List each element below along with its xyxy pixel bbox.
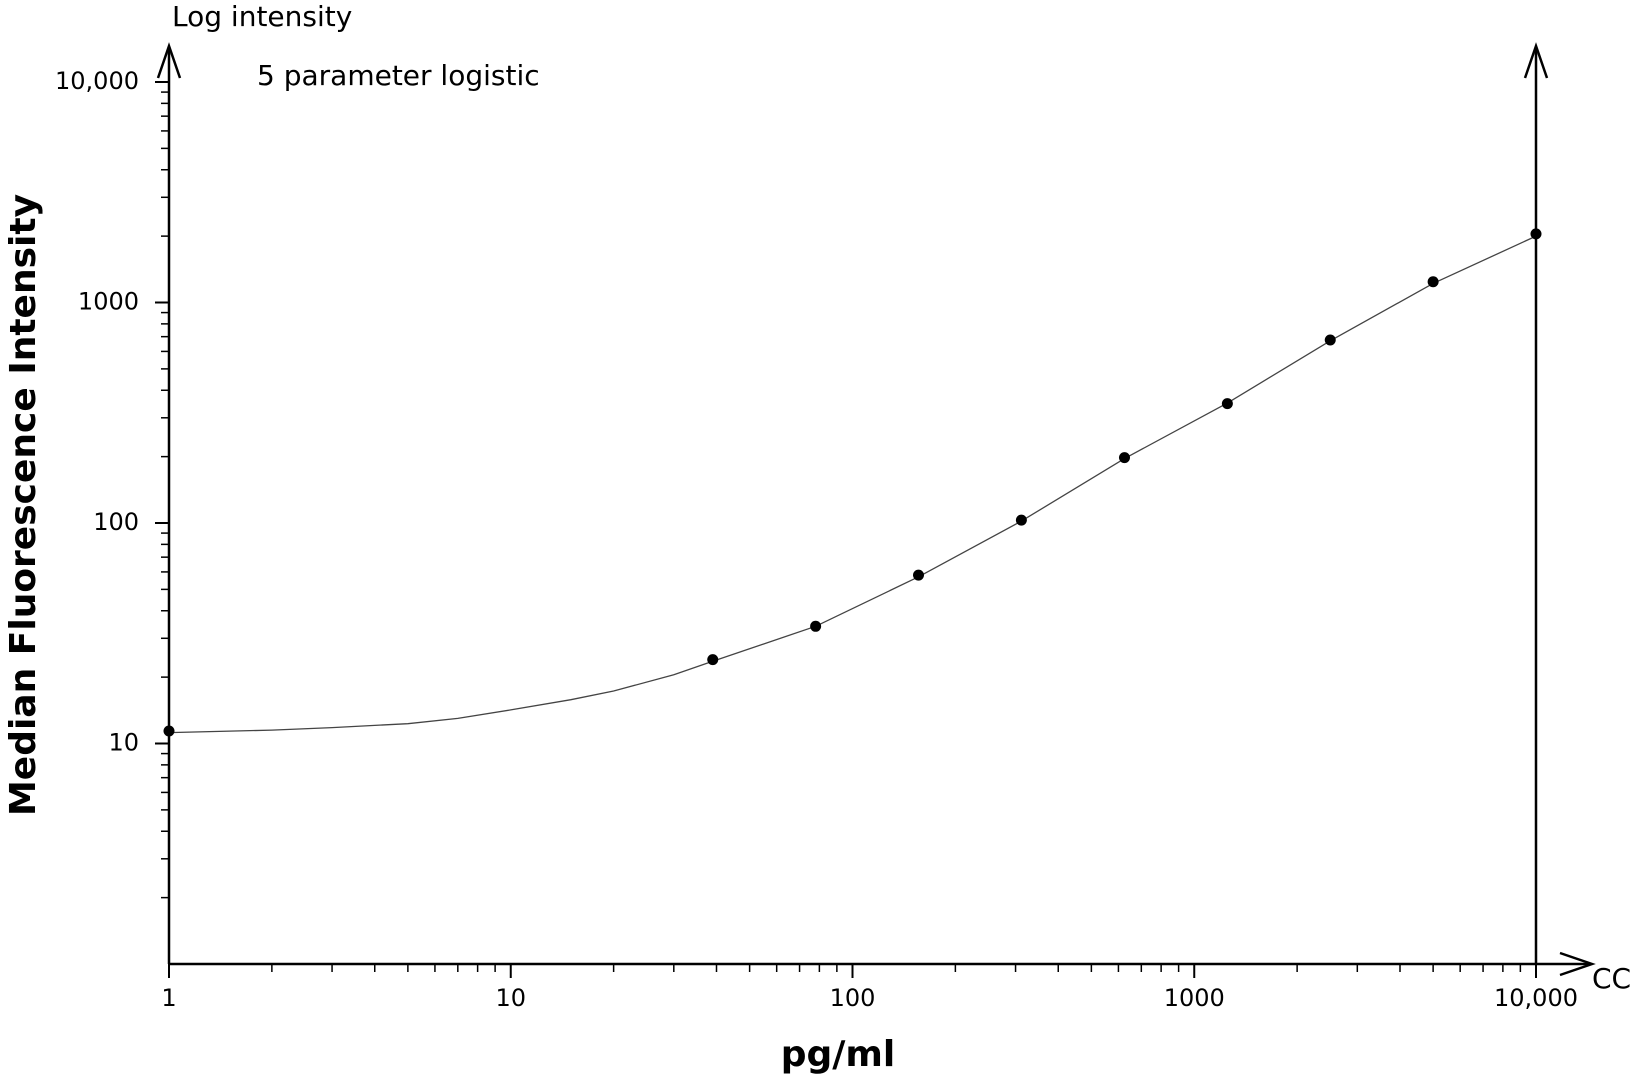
data-point xyxy=(1221,398,1233,410)
data-point xyxy=(1427,276,1439,288)
axes xyxy=(156,42,1596,977)
y-tick-label: 100 xyxy=(93,508,139,536)
data-point xyxy=(1015,514,1027,526)
fit-line xyxy=(168,235,1537,734)
y-tick-label: 10 xyxy=(108,729,139,757)
y-tick-label: 1000 xyxy=(78,288,139,316)
x-tick-label: 100 xyxy=(830,984,876,1012)
x-tick-label: 10 xyxy=(495,984,526,1012)
data-point xyxy=(810,620,822,632)
y-tick-label: 10,000 xyxy=(55,67,139,95)
x-label: pg/ml xyxy=(781,1034,896,1075)
data-point xyxy=(913,569,925,581)
data-point xyxy=(1530,228,1542,240)
x-tick-label: 10,000 xyxy=(1494,984,1578,1012)
data-point xyxy=(707,654,719,666)
x-tick-label: 1 xyxy=(161,984,176,1012)
y-label: Median Fluorescence Intensity xyxy=(3,194,44,816)
right-arrow xyxy=(1523,42,1549,79)
y-arrow xyxy=(156,42,182,79)
data-point xyxy=(1324,334,1336,346)
x-axis-end-label: CC xyxy=(1592,962,1631,995)
x-tick-label: 1000 xyxy=(1164,984,1225,1012)
data-point xyxy=(1118,452,1130,464)
x-arrow xyxy=(1559,951,1596,977)
data-point xyxy=(163,725,175,737)
chart-title: 5 parameter logistic xyxy=(257,59,540,92)
y-axis-title: Log intensity xyxy=(172,0,352,33)
